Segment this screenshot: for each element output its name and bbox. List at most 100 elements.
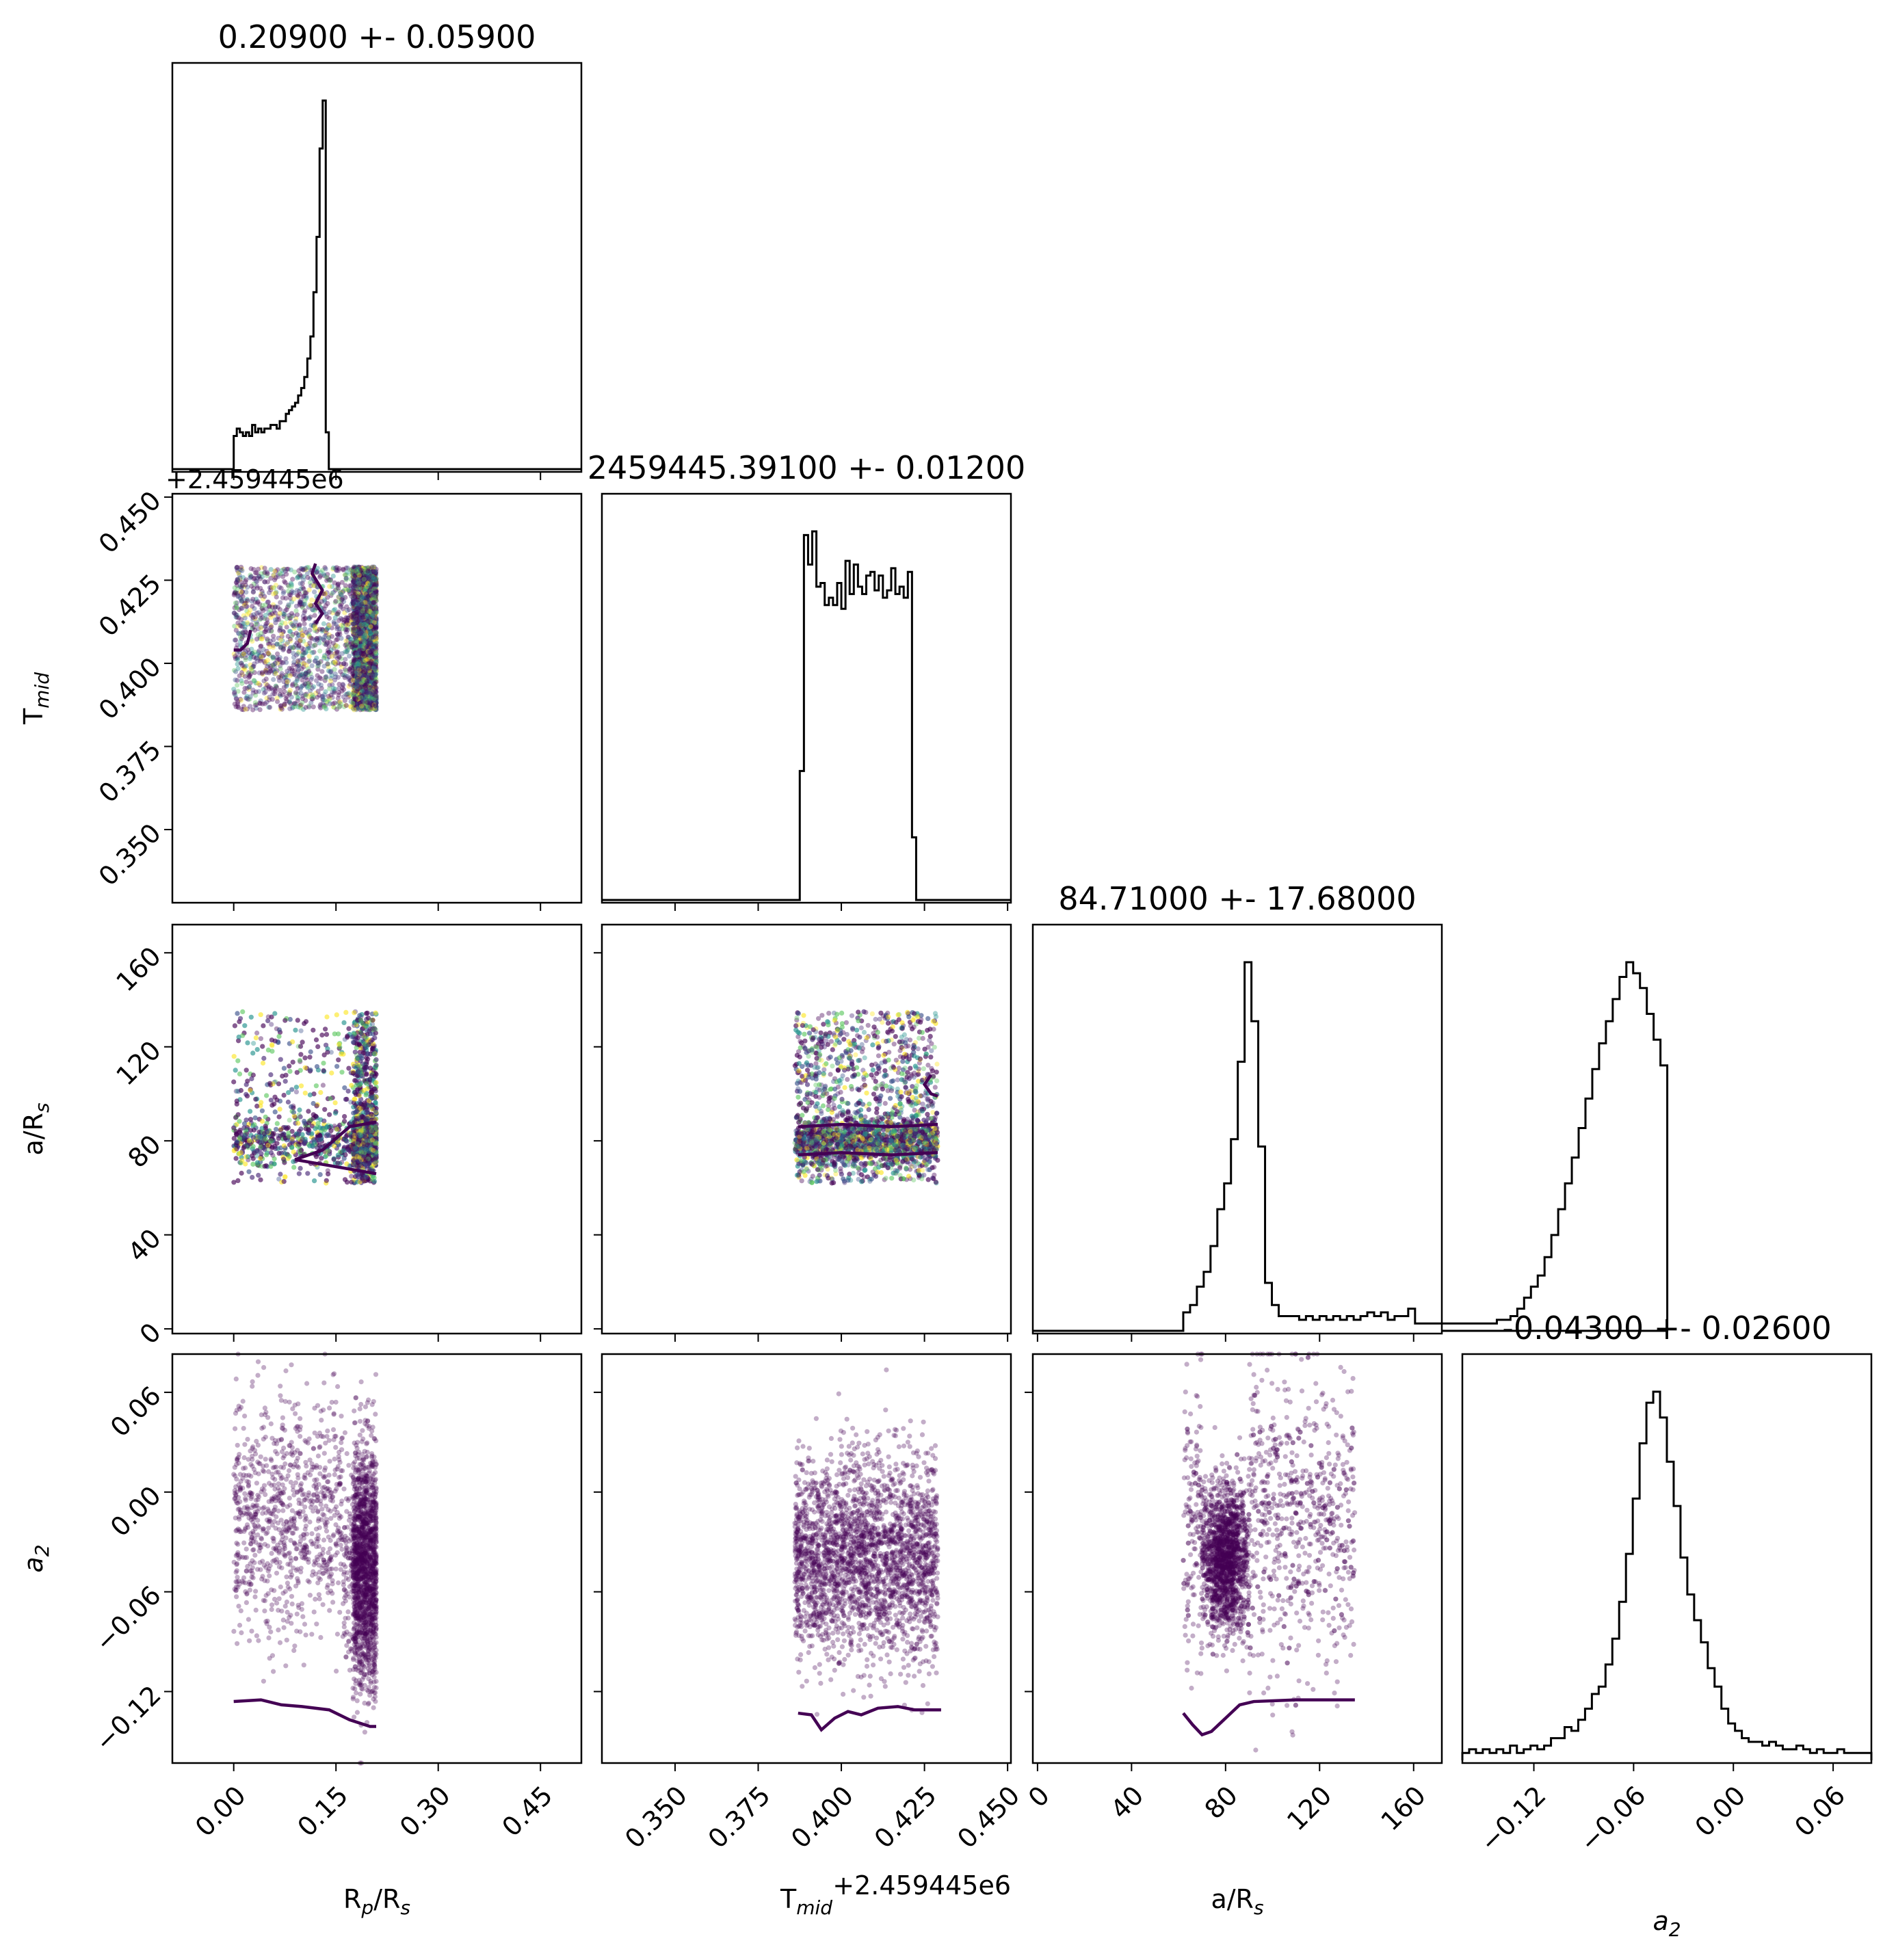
scatter-point xyxy=(372,700,378,705)
scatter-point xyxy=(353,705,359,711)
scatter-point xyxy=(302,608,308,613)
scatter-point xyxy=(364,678,369,684)
scatter-point xyxy=(254,652,260,657)
scatter-point xyxy=(291,659,297,665)
scatter-point xyxy=(363,577,369,582)
scatter-point xyxy=(366,611,371,616)
scatter-point xyxy=(300,671,305,677)
scatter-point xyxy=(360,634,366,639)
scatter-point xyxy=(371,600,376,605)
scatter-point xyxy=(232,689,237,695)
scatter-point xyxy=(363,649,369,654)
scatter-point xyxy=(372,612,378,618)
scatter-point xyxy=(320,698,326,703)
scatter-point xyxy=(345,627,350,633)
scatter-point xyxy=(360,706,365,712)
scatter-point xyxy=(369,685,375,691)
scatter-point xyxy=(324,611,329,617)
panel-2-2-ticks xyxy=(1036,1334,1414,1342)
scatter-point xyxy=(368,624,373,629)
scatter-point xyxy=(282,579,287,584)
scatter-rprs-tmid xyxy=(231,564,379,713)
scatter-point xyxy=(297,626,302,631)
scatter-point xyxy=(237,572,242,578)
scatter-point xyxy=(344,604,350,609)
scatter-point xyxy=(246,675,252,680)
scatter-point xyxy=(269,697,275,702)
scatter-point xyxy=(261,570,267,576)
scatter-point xyxy=(335,674,341,680)
scatter-point xyxy=(353,644,359,650)
scatter-point xyxy=(360,634,366,639)
scatter-point xyxy=(347,669,352,674)
scatter-point xyxy=(264,696,269,701)
scatter-point xyxy=(344,649,350,654)
scatter-point xyxy=(353,623,358,628)
scatter-point xyxy=(338,669,343,674)
scatter-point xyxy=(284,641,289,647)
scatter-point xyxy=(314,569,319,575)
scatter-point xyxy=(337,618,342,623)
scatter-point xyxy=(248,574,254,579)
scatter-point xyxy=(345,608,350,613)
scatter-point xyxy=(294,575,300,581)
scatter-point xyxy=(291,701,297,706)
scatter-point xyxy=(302,601,308,607)
scatter-point xyxy=(254,600,261,605)
scatter-point xyxy=(258,644,263,649)
scatter-point xyxy=(359,672,365,678)
scatter-point xyxy=(293,690,299,696)
scatter-point xyxy=(332,607,338,612)
scatter-rprs-ars xyxy=(231,1009,379,1186)
scatter-point xyxy=(302,621,307,626)
scatter-point xyxy=(356,581,362,587)
scatter-point xyxy=(372,617,378,622)
scatter-point xyxy=(358,618,364,623)
scatter-point xyxy=(365,568,371,574)
scatter-point xyxy=(252,627,258,633)
scatter-point xyxy=(315,673,320,678)
scatter-point xyxy=(239,680,245,687)
scatter-point xyxy=(326,650,332,655)
scatter-point xyxy=(337,629,342,635)
scatter-point xyxy=(361,622,367,627)
scatter-point xyxy=(352,699,358,704)
scatter-point xyxy=(330,641,336,646)
scatter-point xyxy=(353,611,358,616)
scatter-point xyxy=(244,609,250,614)
scatter-point xyxy=(273,671,278,676)
scatter-point xyxy=(352,575,357,581)
scatter-point xyxy=(350,587,356,592)
scatter-point xyxy=(274,617,280,622)
scatter-point xyxy=(238,590,243,595)
scatter-point xyxy=(354,651,360,657)
scatter-point xyxy=(332,667,337,672)
scatter-point xyxy=(371,674,376,679)
scatter-point xyxy=(272,664,277,670)
scatter-point xyxy=(304,675,309,680)
scatter-point xyxy=(293,615,299,621)
scatter-point xyxy=(288,592,293,598)
scatter-point xyxy=(245,598,250,603)
scatter-point xyxy=(350,691,355,698)
scatter-point xyxy=(354,566,360,572)
scatter-point xyxy=(365,690,370,696)
scatter-point xyxy=(291,644,296,650)
scatter-point xyxy=(373,643,379,648)
scatter-point xyxy=(364,591,369,597)
scatter-point xyxy=(295,663,302,668)
scatter-point xyxy=(350,600,356,605)
scatter-point xyxy=(272,577,278,583)
scatter-point xyxy=(326,693,331,699)
scatter-point xyxy=(334,611,339,617)
scatter-point xyxy=(287,646,293,652)
scatter-point xyxy=(356,691,361,697)
scatter-point xyxy=(370,603,376,609)
scatter-point xyxy=(306,648,312,654)
scatter-point xyxy=(371,657,377,662)
scatter-point xyxy=(370,602,376,609)
scatter-point xyxy=(369,600,375,606)
scatter-point xyxy=(373,631,379,636)
scatter-point xyxy=(360,670,366,675)
